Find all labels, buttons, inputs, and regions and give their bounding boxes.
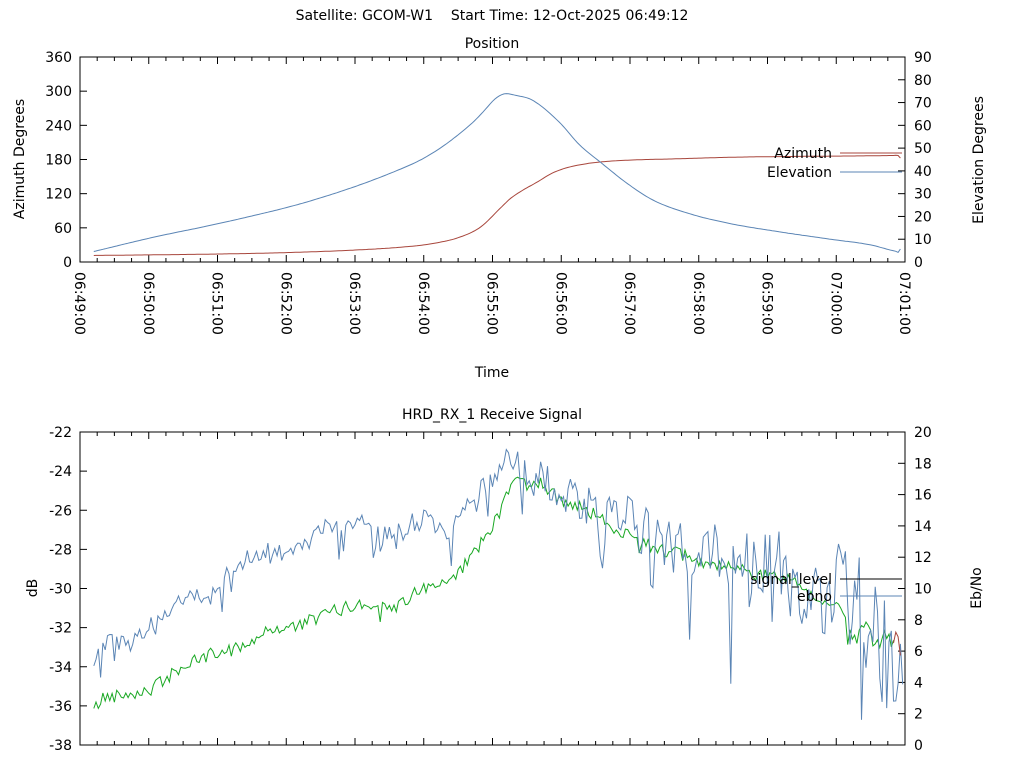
- legend-label-ebno: ebno: [797, 589, 832, 605]
- y-right-tick-label: 18: [914, 456, 932, 472]
- y-right-tick-label: 90: [914, 50, 932, 66]
- y-left-tick-label: 360: [45, 50, 72, 66]
- legend-label-signal_level: signal_level: [750, 572, 832, 588]
- y-right-tick-label: 10: [914, 582, 932, 598]
- x-tick-label: 06:59:00: [759, 272, 775, 335]
- y-left-tick-label: -32: [49, 621, 72, 637]
- y-right-tick-label: 50: [914, 141, 932, 157]
- y-left-tick-label: -22: [49, 425, 72, 441]
- y-left-tick-label: 60: [54, 221, 72, 237]
- elevation-line: [93, 93, 901, 254]
- y-right-tick-label: 80: [914, 73, 932, 89]
- x-tick-label: 06:55:00: [484, 272, 500, 335]
- x-tick-label: 06:52:00: [277, 272, 293, 335]
- y-left-tick-label: -26: [49, 503, 72, 519]
- y-right-tick-label: 0: [914, 738, 923, 754]
- x-tick-label: 07:01:00: [896, 272, 912, 335]
- x-tick-label: 06:54:00: [415, 272, 431, 335]
- y-left-tick-label: -24: [49, 464, 72, 480]
- chart1-xlabel: Time: [474, 365, 510, 381]
- y-left-tick-label: -28: [49, 542, 72, 558]
- chart1-title: Position: [464, 36, 520, 52]
- signal_level_end-line: [893, 630, 901, 656]
- y-right-tick-label: 0: [914, 255, 923, 271]
- y-left-tick-label: 240: [45, 118, 72, 134]
- y-left-tick-label: -30: [49, 582, 72, 598]
- chart2-yleft-label: dB: [25, 578, 41, 598]
- y-left-tick-label: -38: [49, 738, 72, 754]
- x-tick-label: 06:58:00: [690, 272, 706, 335]
- x-tick-label: 06:51:00: [209, 272, 225, 335]
- y-right-tick-label: 8: [914, 613, 923, 629]
- y-right-tick-label: 6: [914, 644, 923, 660]
- x-tick-label: 06:49:00: [71, 272, 87, 335]
- page-title: Satellite: GCOM-W1 Start Time: 12-Oct-20…: [295, 8, 689, 24]
- x-tick-label: 06:56:00: [552, 272, 568, 335]
- x-tick-label: 06:57:00: [621, 272, 637, 335]
- legend-label-Azimuth: Azimuth: [774, 146, 832, 162]
- chart2-yright-label: Eb/No: [969, 567, 985, 609]
- ebno-line: [93, 448, 904, 720]
- legend-label-Elevation: Elevation: [767, 165, 832, 181]
- y-right-tick-label: 20: [914, 425, 932, 441]
- y-right-tick-label: 40: [914, 164, 932, 180]
- y-right-tick-label: 16: [914, 488, 932, 504]
- chart1-yright-label: Elevation Degrees: [971, 96, 987, 224]
- y-right-tick-label: 2: [914, 707, 923, 723]
- y-right-tick-label: 10: [914, 232, 932, 248]
- y-right-tick-label: 12: [914, 550, 932, 566]
- y-left-tick-label: 0: [63, 255, 72, 271]
- y-left-tick-label: -36: [49, 699, 72, 715]
- azimuth-line: [93, 154, 901, 256]
- y-right-tick-label: 4: [914, 675, 923, 691]
- chart1-yleft-label: Azimuth Degrees: [12, 98, 28, 220]
- x-tick-label: 07:00:00: [827, 272, 843, 335]
- y-left-tick-label: -34: [49, 660, 72, 676]
- x-tick-label: 06:53:00: [346, 272, 362, 335]
- y-right-tick-label: 60: [914, 118, 932, 134]
- y-right-tick-label: 70: [914, 96, 932, 112]
- chart2-title: HRD_RX_1 Receive Signal: [402, 407, 582, 423]
- y-right-tick-label: 14: [914, 519, 932, 535]
- y-left-tick-label: 180: [45, 153, 72, 169]
- signal_level-line: [93, 476, 894, 710]
- x-tick-label: 06:50:00: [140, 272, 156, 335]
- y-right-tick-label: 20: [914, 209, 932, 225]
- y-left-tick-label: 300: [45, 84, 72, 100]
- y-left-tick-label: 120: [45, 187, 72, 203]
- y-right-tick-label: 30: [914, 187, 932, 203]
